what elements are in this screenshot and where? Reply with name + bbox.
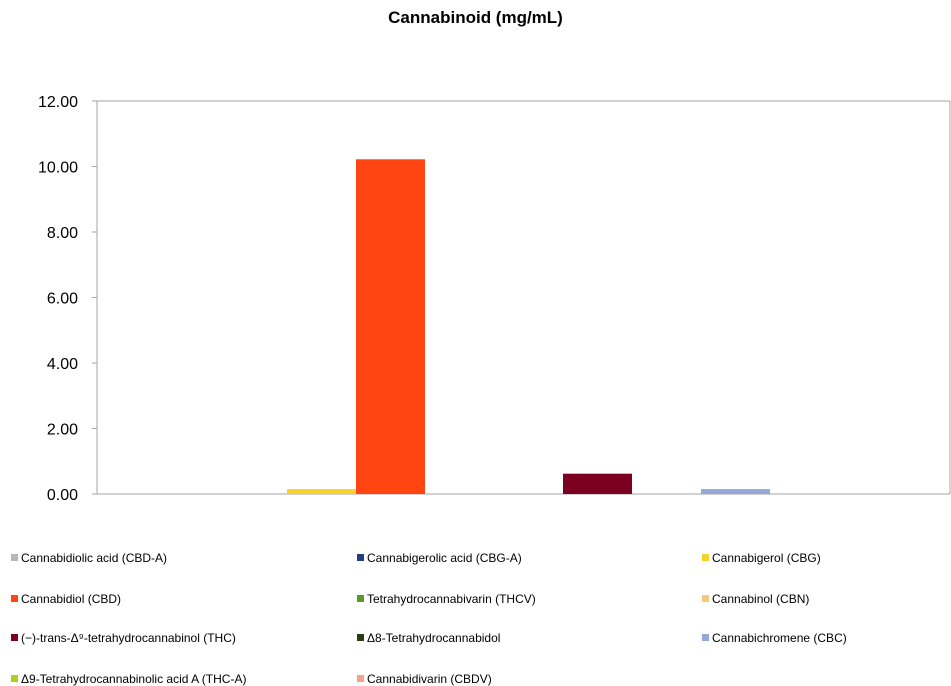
bar-chart: 0.00 2.00 4.00 6.00 8.00 10.00 12.00 [38, 94, 951, 504]
legend-label: Cannabigerolic acid (CBG-A) [367, 551, 522, 565]
legend-label: Cannabidivarin (CBDV) [367, 672, 492, 686]
y-tick-label: 8.00 [47, 225, 78, 242]
legend-label: Cannabidiolic acid (CBD-A) [21, 551, 168, 565]
legend-label: Cannabidiol (CBD) [21, 592, 122, 606]
legend-swatch [11, 595, 18, 602]
legend-label: Cannabichromene (CBC) [712, 631, 847, 645]
y-tick-label: 4.00 [47, 356, 78, 373]
chart-title: Cannabinoid (mg/mL) [388, 8, 563, 27]
legend-item: (−)-trans-Δ⁹-tetrahydrocannabinol (THC) [11, 631, 236, 645]
legend-swatch [702, 554, 709, 561]
legend-label: Δ9-Tetrahydrocannabinolic acid A (THC-A) [21, 672, 247, 686]
y-tick-label: 6.00 [47, 291, 78, 308]
bar-9 [701, 489, 770, 494]
y-tick-label: 2.00 [47, 422, 78, 439]
legend-swatch [357, 595, 364, 602]
y-tick-label: 12.00 [38, 94, 78, 111]
bar-4 [356, 159, 425, 495]
legend-label: Cannabigerol (CBG) [712, 551, 821, 565]
legend-item: Cannabichromene (CBC) [702, 631, 847, 645]
legend-swatch [702, 595, 709, 602]
legend-swatch [11, 675, 18, 682]
legend-item: Δ8-Tetrahydrocannabidol [357, 631, 500, 645]
legend-item: Tetrahydrocannabivarin (THCV) [357, 592, 536, 606]
y-tick-label: 10.00 [38, 160, 78, 177]
legend-item: Cannabigerolic acid (CBG-A) [357, 551, 522, 565]
legend-item: Cannabidiolic acid (CBD-A) [11, 551, 167, 565]
y-tick-label: 0.00 [47, 487, 78, 504]
legend-item: Cannabidiol (CBD) [11, 592, 121, 606]
y-axis: 0.00 2.00 4.00 6.00 8.00 10.00 12.00 [38, 94, 951, 504]
legend-label: (−)-trans-Δ⁹-tetrahydrocannabinol (THC) [21, 631, 236, 645]
legend-swatch [11, 554, 18, 561]
legend-swatch [11, 634, 18, 641]
legend-label: Δ8-Tetrahydrocannabidol [367, 631, 501, 645]
legend-label: Cannabinol (CBN) [712, 592, 810, 606]
legend-swatch [702, 634, 709, 641]
legend-swatch [357, 675, 364, 682]
legend-item: Cannabinol (CBN) [702, 592, 809, 606]
legend: Cannabidiolic acid (CBD-A) Cannabigerolic… [0, 540, 951, 686]
legend-label: Tetrahydrocannabivarin (THCV) [367, 592, 536, 606]
legend-item: Cannabidivarin (CBDV) [357, 672, 492, 686]
bar-3 [287, 489, 356, 494]
legend-swatch [357, 634, 364, 641]
legend-item: Cannabigerol (CBG) [702, 551, 821, 565]
legend-item: Δ9-Tetrahydrocannabinolic acid A (THC-A) [11, 672, 246, 686]
bar-series-group [287, 159, 770, 495]
bar-7 [563, 473, 632, 494]
legend-swatch [357, 554, 364, 561]
